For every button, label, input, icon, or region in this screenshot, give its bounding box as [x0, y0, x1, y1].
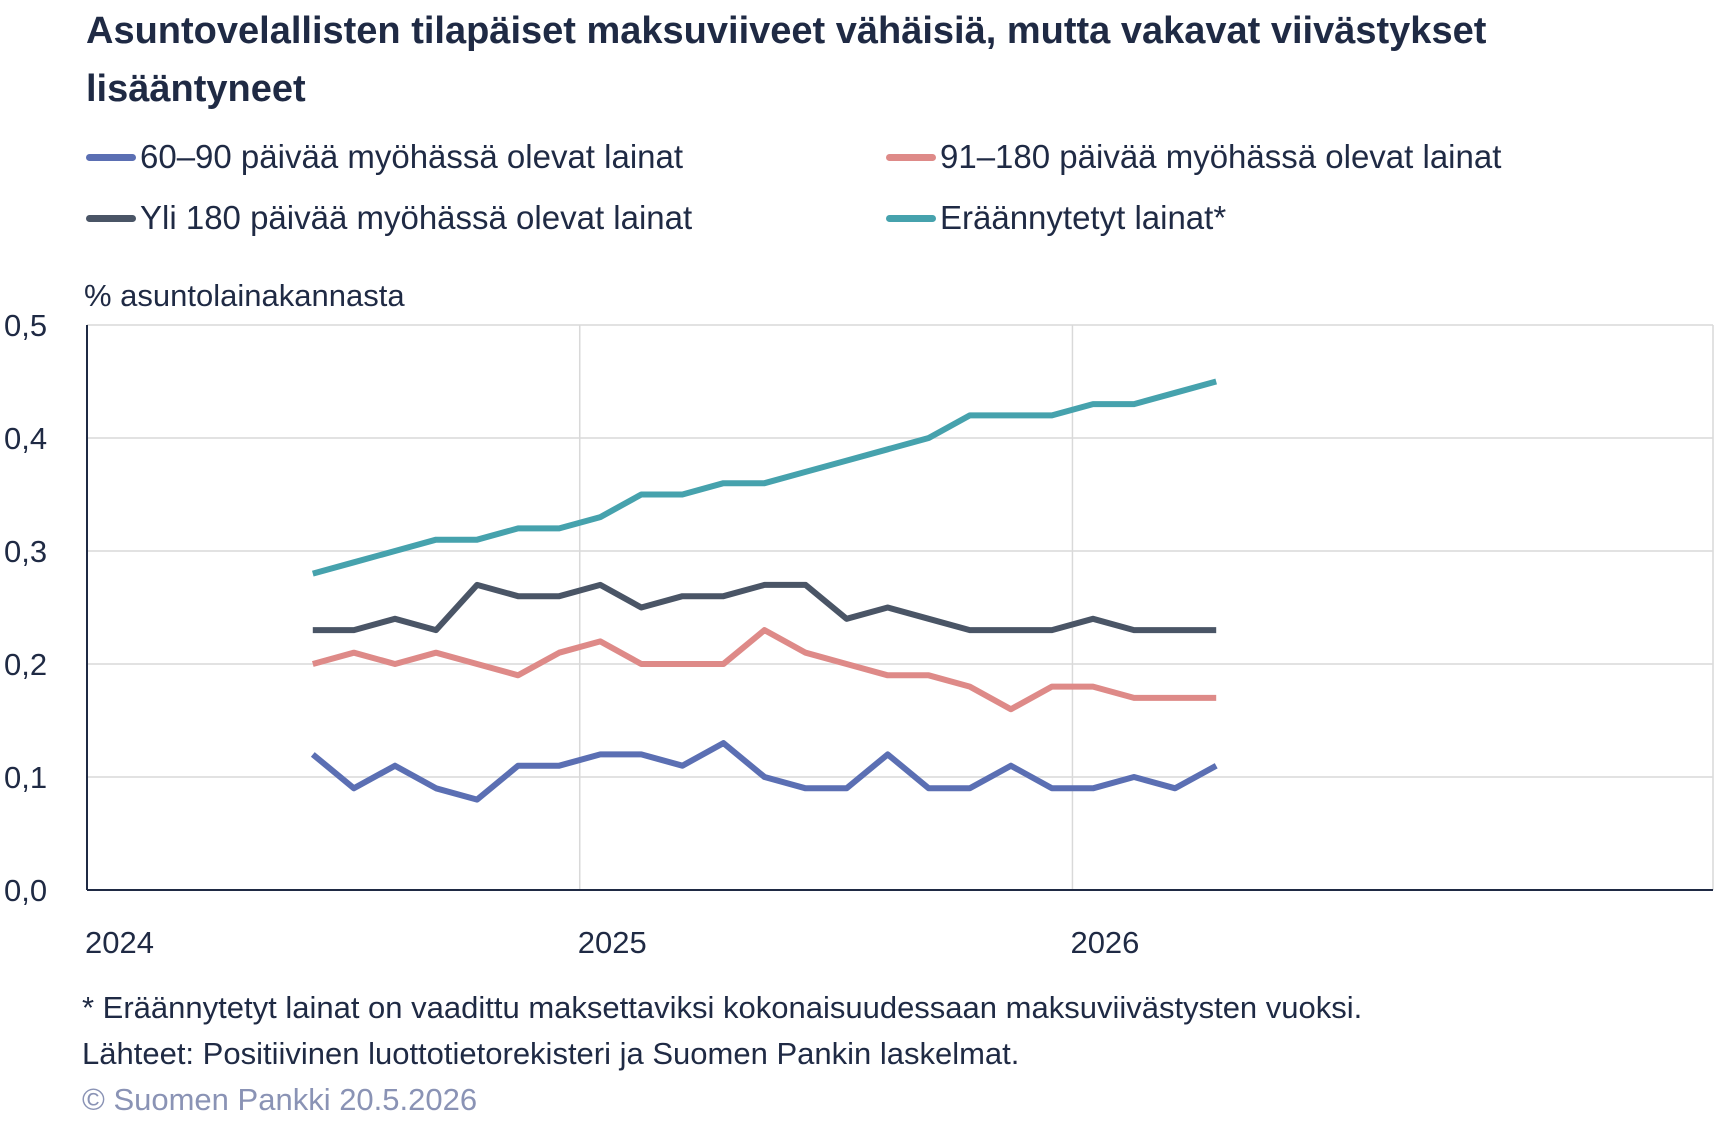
x-tick-labels: 2024 2025 2026: [85, 925, 1139, 960]
legend-swatch-defaulted: [886, 214, 936, 222]
y-tick-label: 0,2: [4, 647, 47, 682]
series-line-3: [312, 581, 1217, 634]
legend-item-defaulted: Eräännytetyt lainat*: [886, 199, 1226, 237]
chart-title: Asuntovelallisten tilapäiset maksuviivee…: [86, 10, 1487, 110]
legend-label-91-180: 91–180 päivää myöhässä olevat lainat: [940, 138, 1502, 175]
y-tick-label: 0,3: [4, 534, 47, 569]
series-line-2: [312, 627, 1217, 713]
y-axis-unit-label: % asuntolainakannasta: [84, 278, 405, 313]
source-note: Lähteet: Positiivinen luottotietorekiste…: [82, 1036, 1020, 1071]
legend-swatch-over-180: [86, 214, 136, 222]
footnote: * Eräännytetyt lainat on vaadittu makset…: [82, 990, 1363, 1025]
y-tick-label: 0,5: [4, 308, 47, 343]
legend-item-over-180: Yli 180 päivää myöhässä olevat lainat: [86, 199, 692, 237]
series-line-1: [310, 740, 1218, 803]
x-tick-label: 2026: [1070, 925, 1139, 960]
legend-item-60-90: 60–90 päivää myöhässä olevat lainat: [86, 138, 683, 176]
legend-swatch-91-180: [886, 153, 936, 161]
legend-label-over-180: Yli 180 päivää myöhässä olevat lainat: [140, 199, 693, 236]
series-lines: [310, 378, 1218, 803]
x-tick-label: 2025: [578, 925, 647, 960]
x-tick-label: 2024: [85, 925, 154, 960]
legend-swatch-60-90: [86, 153, 136, 161]
series-line-4: [312, 378, 1217, 577]
copyright-note: © Suomen Pankki 20.5.2026: [82, 1082, 478, 1117]
y-tick-label: 0,0: [4, 873, 47, 908]
y-tick-label: 0,1: [4, 760, 47, 795]
y-tick-label: 0,4: [4, 421, 47, 456]
gridlines: [87, 324, 1714, 890]
legend-item-91-180: 91–180 päivää myöhässä olevat lainat: [886, 138, 1501, 176]
axes: [86, 325, 1713, 891]
legend-label-defaulted: Eräännytetyt lainat*: [940, 199, 1227, 236]
y-tick-labels: 0,0 0,1 0,2 0,3 0,4 0,5: [4, 308, 47, 908]
legend-label-60-90: 60–90 päivää myöhässä olevat lainat: [140, 138, 684, 175]
